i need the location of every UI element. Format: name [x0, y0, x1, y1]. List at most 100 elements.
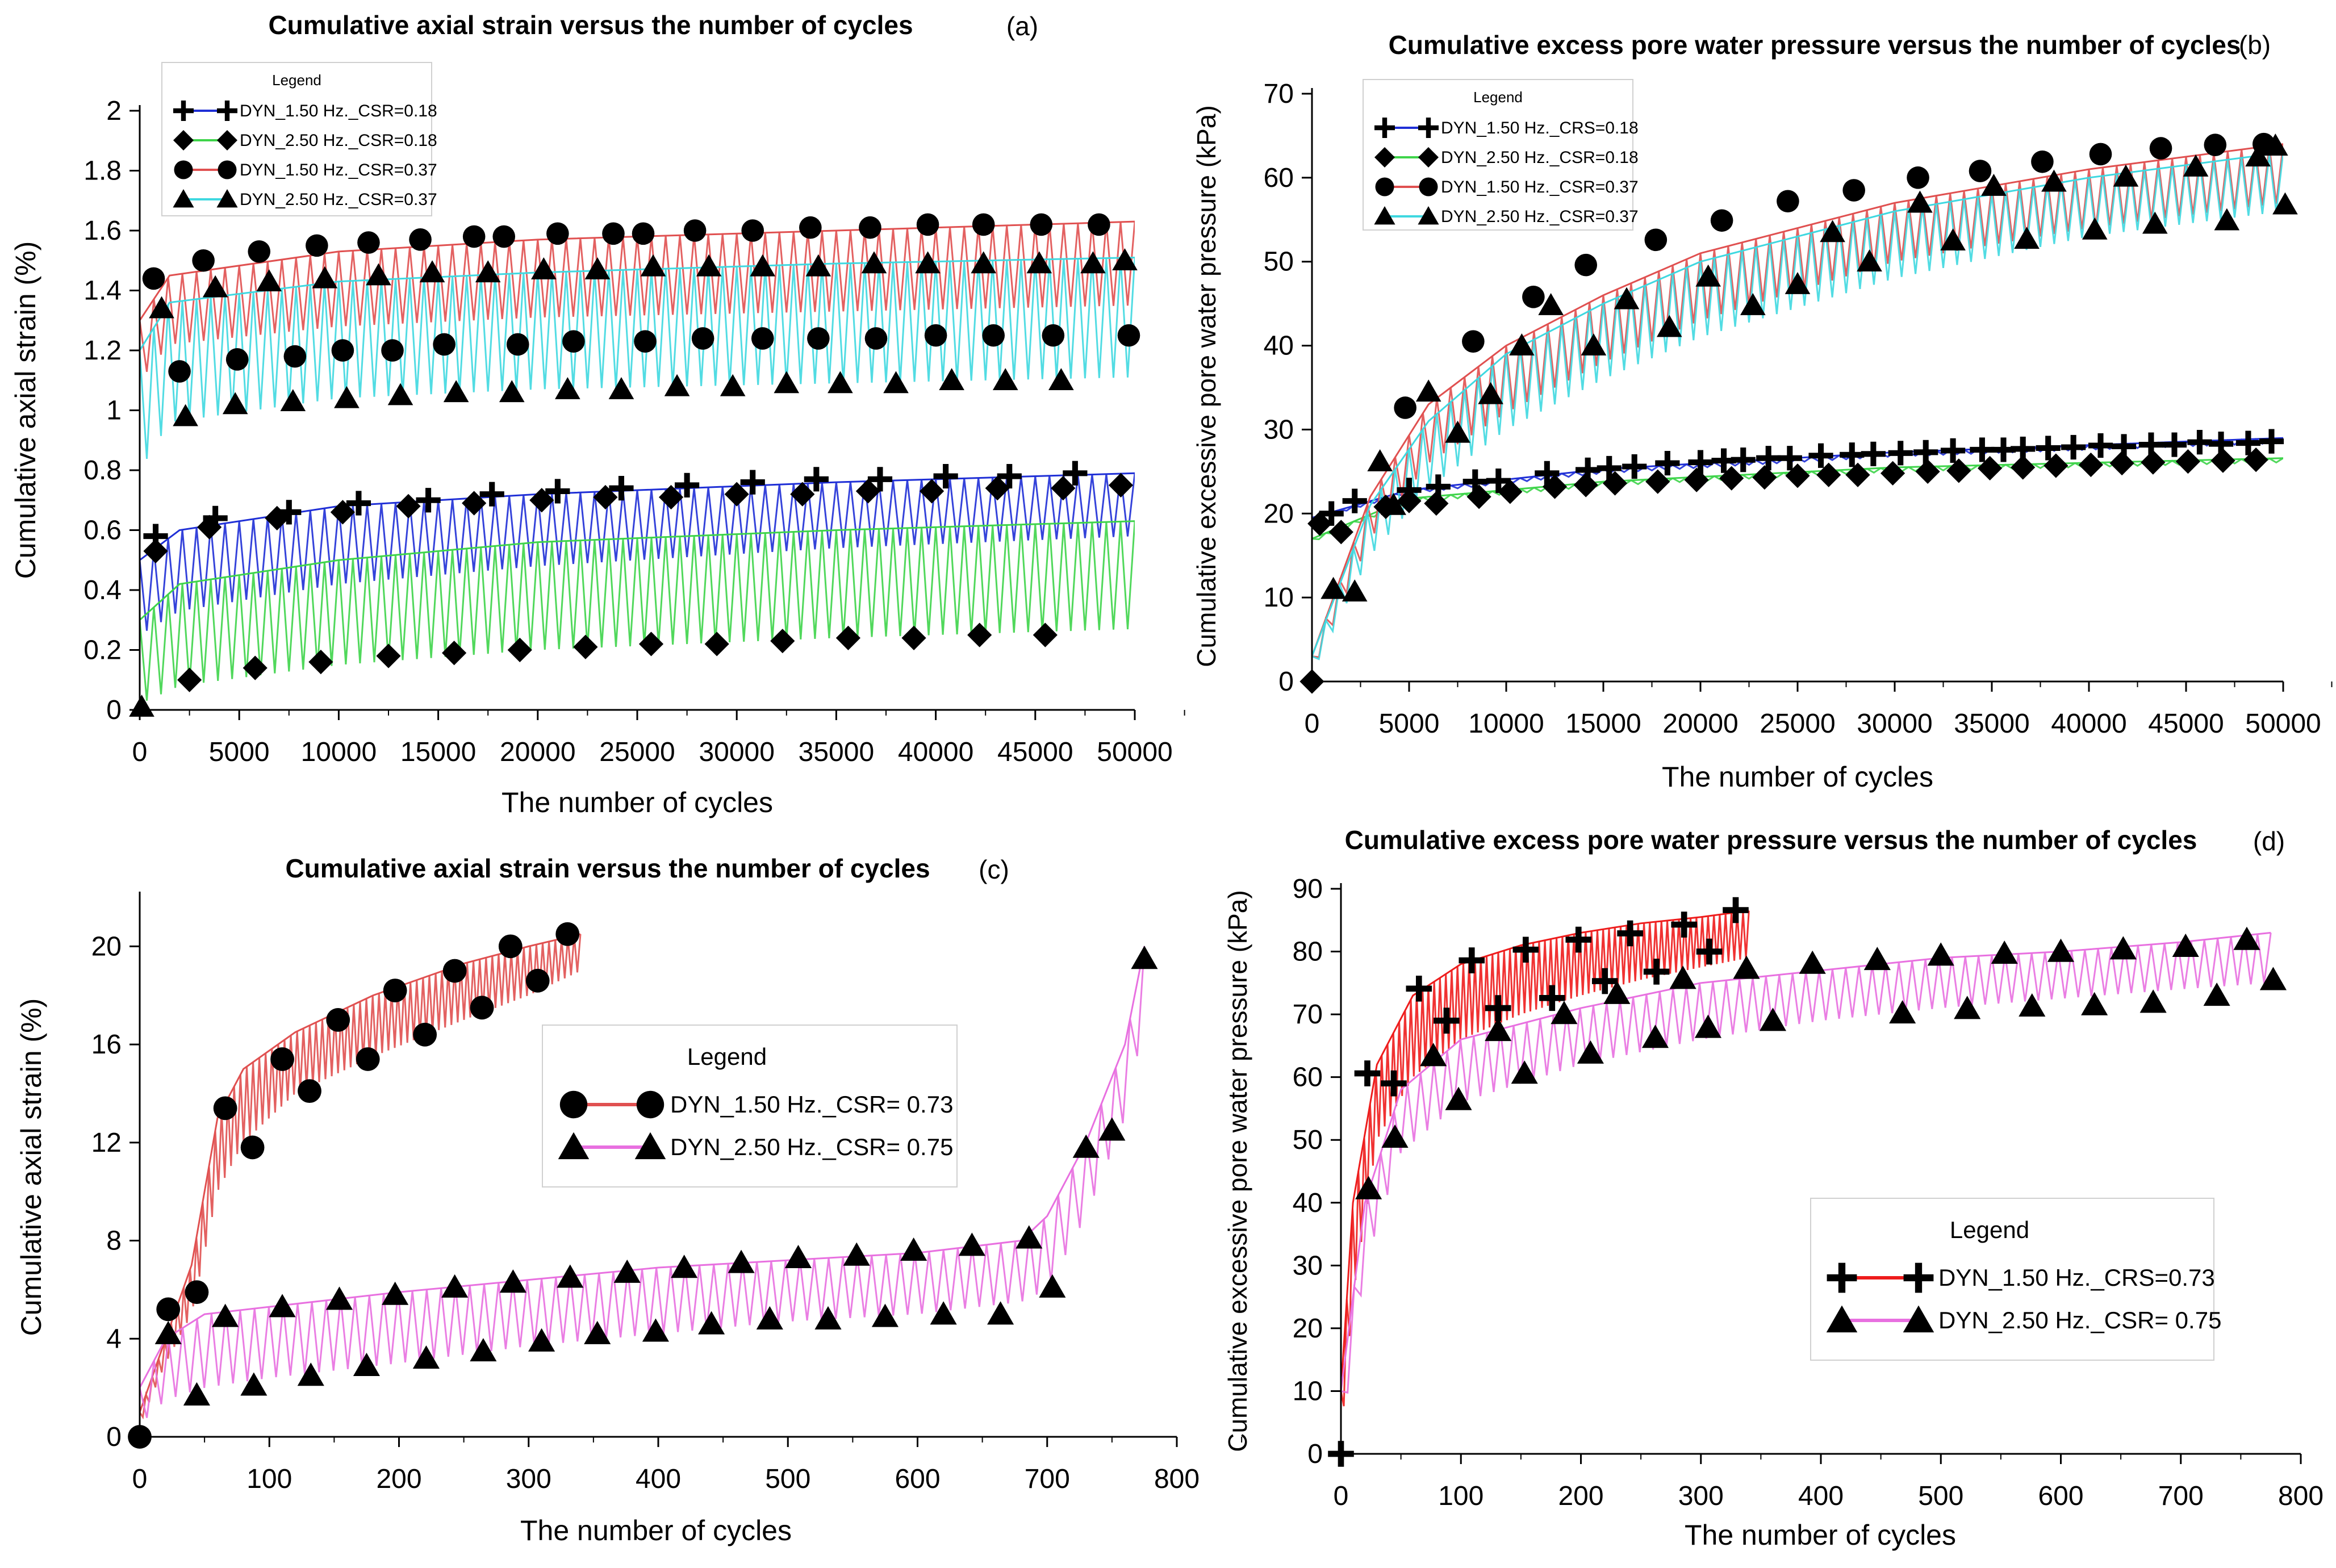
data-point — [1820, 220, 1845, 242]
series-markers — [128, 922, 1158, 1449]
x-tick-label: 200 — [1558, 1481, 1603, 1511]
data-point — [381, 339, 404, 362]
data-point — [1320, 576, 1346, 599]
data-point — [2204, 133, 2227, 156]
data-point — [1131, 946, 1158, 969]
data-point — [658, 484, 684, 510]
series-upper-3 — [140, 220, 1135, 321]
data-point — [972, 213, 995, 236]
legend-entry: DYN_2.50 Hz._CSR=0.18 — [1441, 148, 1639, 167]
data-point — [1643, 959, 1670, 985]
data-point — [982, 324, 1005, 347]
data-point — [1880, 461, 1905, 486]
series-upper-1 — [140, 933, 581, 1413]
legend-title: Legend — [1950, 1216, 2029, 1243]
data-point — [1445, 420, 1470, 443]
legend-marker — [636, 1090, 665, 1119]
data-point — [1777, 446, 1802, 471]
data-point — [835, 625, 861, 650]
data-point — [2082, 217, 2108, 240]
data-point — [805, 254, 831, 277]
data-point — [2014, 227, 2040, 249]
data-point — [1367, 449, 1393, 471]
data-point — [376, 643, 401, 668]
data-point — [1462, 330, 1485, 353]
data-point — [1424, 491, 1449, 516]
x-tick-label: 10000 — [301, 737, 377, 767]
x-tick-label: 50000 — [2245, 709, 2321, 739]
x-tick-label: 20000 — [500, 737, 575, 767]
data-point — [2245, 144, 2271, 167]
data-point — [1644, 228, 1668, 252]
data-point — [1511, 1060, 1538, 1084]
data-point — [197, 515, 222, 540]
data-point — [1684, 467, 1709, 492]
legend-title: Legend — [687, 1043, 767, 1070]
x-tick-label: 700 — [2158, 1481, 2204, 1511]
x-tick-label: 5000 — [1379, 709, 1440, 739]
y-tick-label: 12 — [91, 1128, 122, 1158]
y-tick-label: 1.6 — [83, 216, 122, 246]
x-tick-label: 500 — [1918, 1481, 1963, 1511]
data-point — [442, 959, 467, 983]
x-tick-label: 50000 — [1097, 737, 1172, 767]
data-point — [2047, 938, 2075, 962]
data-point — [939, 368, 964, 391]
data-point — [1641, 1025, 1669, 1048]
data-point — [225, 348, 249, 371]
data-point — [1954, 996, 1981, 1019]
data-point — [475, 260, 501, 283]
data-point — [2235, 430, 2261, 455]
data-point — [562, 330, 585, 353]
data-point — [1509, 333, 1535, 356]
x-tick-label: 300 — [506, 1464, 551, 1494]
legend-marker — [173, 189, 194, 208]
data-point — [584, 1320, 611, 1344]
data-point — [2263, 133, 2288, 156]
y-tick-label: 40 — [1264, 331, 1294, 361]
data-point — [306, 234, 328, 257]
data-point — [1645, 469, 1670, 494]
x-tick-label: 800 — [1154, 1464, 1200, 1494]
data-point — [555, 922, 580, 946]
data-point — [1785, 272, 1811, 294]
data-point — [2162, 432, 2187, 457]
data-point — [243, 655, 268, 680]
data-point — [1941, 438, 1966, 463]
legend-marker — [217, 130, 237, 150]
data-point — [1072, 1134, 1100, 1158]
data-point — [584, 257, 611, 279]
data-point — [1016, 1225, 1043, 1249]
x-tick-label: 10000 — [1468, 709, 1544, 739]
data-point — [790, 482, 815, 507]
data-point — [1845, 462, 1870, 487]
data-point — [807, 327, 830, 350]
y-tick-label: 80 — [1293, 937, 1323, 967]
data-point — [1478, 382, 1503, 404]
data-point — [2089, 143, 2112, 166]
panel-label: (b) — [2239, 30, 2271, 60]
data-point — [843, 1242, 870, 1266]
data-point — [1977, 455, 2003, 481]
data-point — [2259, 429, 2284, 454]
data-point — [901, 625, 926, 650]
data-point — [1946, 458, 1971, 483]
data-point — [1759, 1007, 1787, 1031]
data-point — [387, 383, 413, 405]
panel-a: Cumulative axial strain versus the numbe… — [10, 10, 1185, 818]
chart-title: Cumulative axial strain versus the numbe… — [268, 10, 913, 40]
panel-label: (a) — [1006, 11, 1038, 41]
data-point — [2061, 434, 2086, 460]
data-point — [1485, 1018, 1512, 1042]
data-point — [750, 254, 776, 277]
y-tick-label: 4 — [106, 1324, 122, 1354]
data-point — [1723, 897, 1749, 923]
data-point — [664, 374, 690, 396]
data-point — [1861, 441, 1886, 466]
y-tick-label: 1.2 — [83, 336, 122, 366]
data-point — [396, 494, 421, 519]
data-point — [720, 374, 746, 396]
data-point — [728, 1249, 755, 1273]
data-point — [1539, 985, 1565, 1011]
